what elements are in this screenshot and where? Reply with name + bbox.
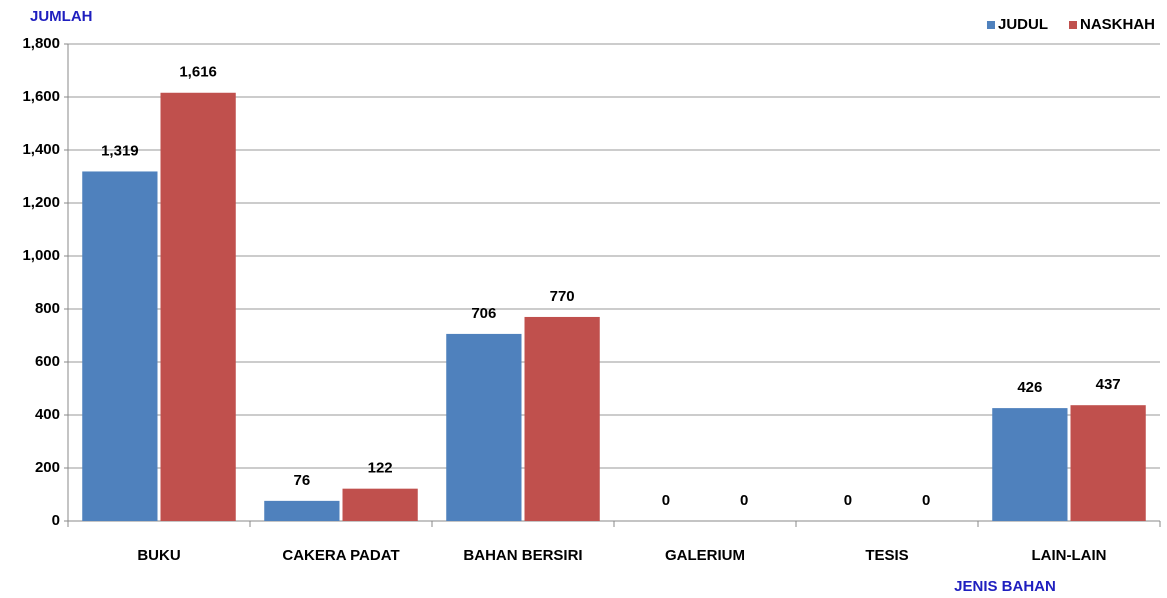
bar (82, 171, 158, 521)
y-axis-title: JUMLAH (30, 8, 93, 25)
legend-swatch (986, 21, 995, 29)
y-tick-label: 200 (35, 459, 60, 476)
x-tick-label: LAIN-LAIN (1032, 547, 1107, 564)
data-label: 706 (471, 305, 496, 322)
x-tick-label: TESIS (865, 547, 908, 564)
y-tick-label: 1,200 (22, 194, 60, 211)
y-tick-label: 0 (52, 512, 60, 529)
data-label: 0 (922, 492, 930, 509)
bar (992, 408, 1068, 521)
y-tick-label: 600 (35, 353, 60, 370)
y-tick-label: 1,600 (22, 88, 60, 105)
legend-label: JUDUL (998, 16, 1048, 33)
data-label: 122 (368, 460, 393, 477)
y-tick-label: 1,000 (22, 247, 60, 264)
data-label: 426 (1017, 379, 1042, 396)
y-tick-label: 1,400 (22, 141, 60, 158)
bar (446, 333, 522, 521)
legend-swatch (1069, 21, 1077, 29)
data-label: 1,319 (101, 142, 139, 159)
x-axis-title: JENIS BAHAN (954, 578, 1056, 595)
y-tick-label: 400 (35, 406, 60, 423)
x-tick-label: BAHAN BERSIRI (463, 547, 582, 564)
data-label: 1,616 (179, 64, 217, 81)
y-tick-label: 1,800 (22, 35, 60, 52)
data-label: 76 (294, 472, 311, 489)
data-label: 0 (740, 492, 748, 509)
bar (160, 92, 236, 521)
bar (524, 316, 600, 521)
x-tick-label: CAKERA PADAT (282, 547, 399, 564)
data-label: 770 (550, 288, 575, 305)
data-label: 0 (844, 492, 852, 509)
bar (264, 500, 340, 521)
legend-label: NASKHAH (1080, 16, 1155, 33)
x-tick-label: BUKU (137, 547, 180, 564)
bar (1070, 405, 1146, 521)
data-label: 0 (662, 492, 670, 509)
data-label: 437 (1096, 376, 1121, 393)
bar (342, 488, 418, 521)
x-tick-label: GALERIUM (665, 547, 745, 564)
y-tick-label: 800 (35, 300, 60, 317)
